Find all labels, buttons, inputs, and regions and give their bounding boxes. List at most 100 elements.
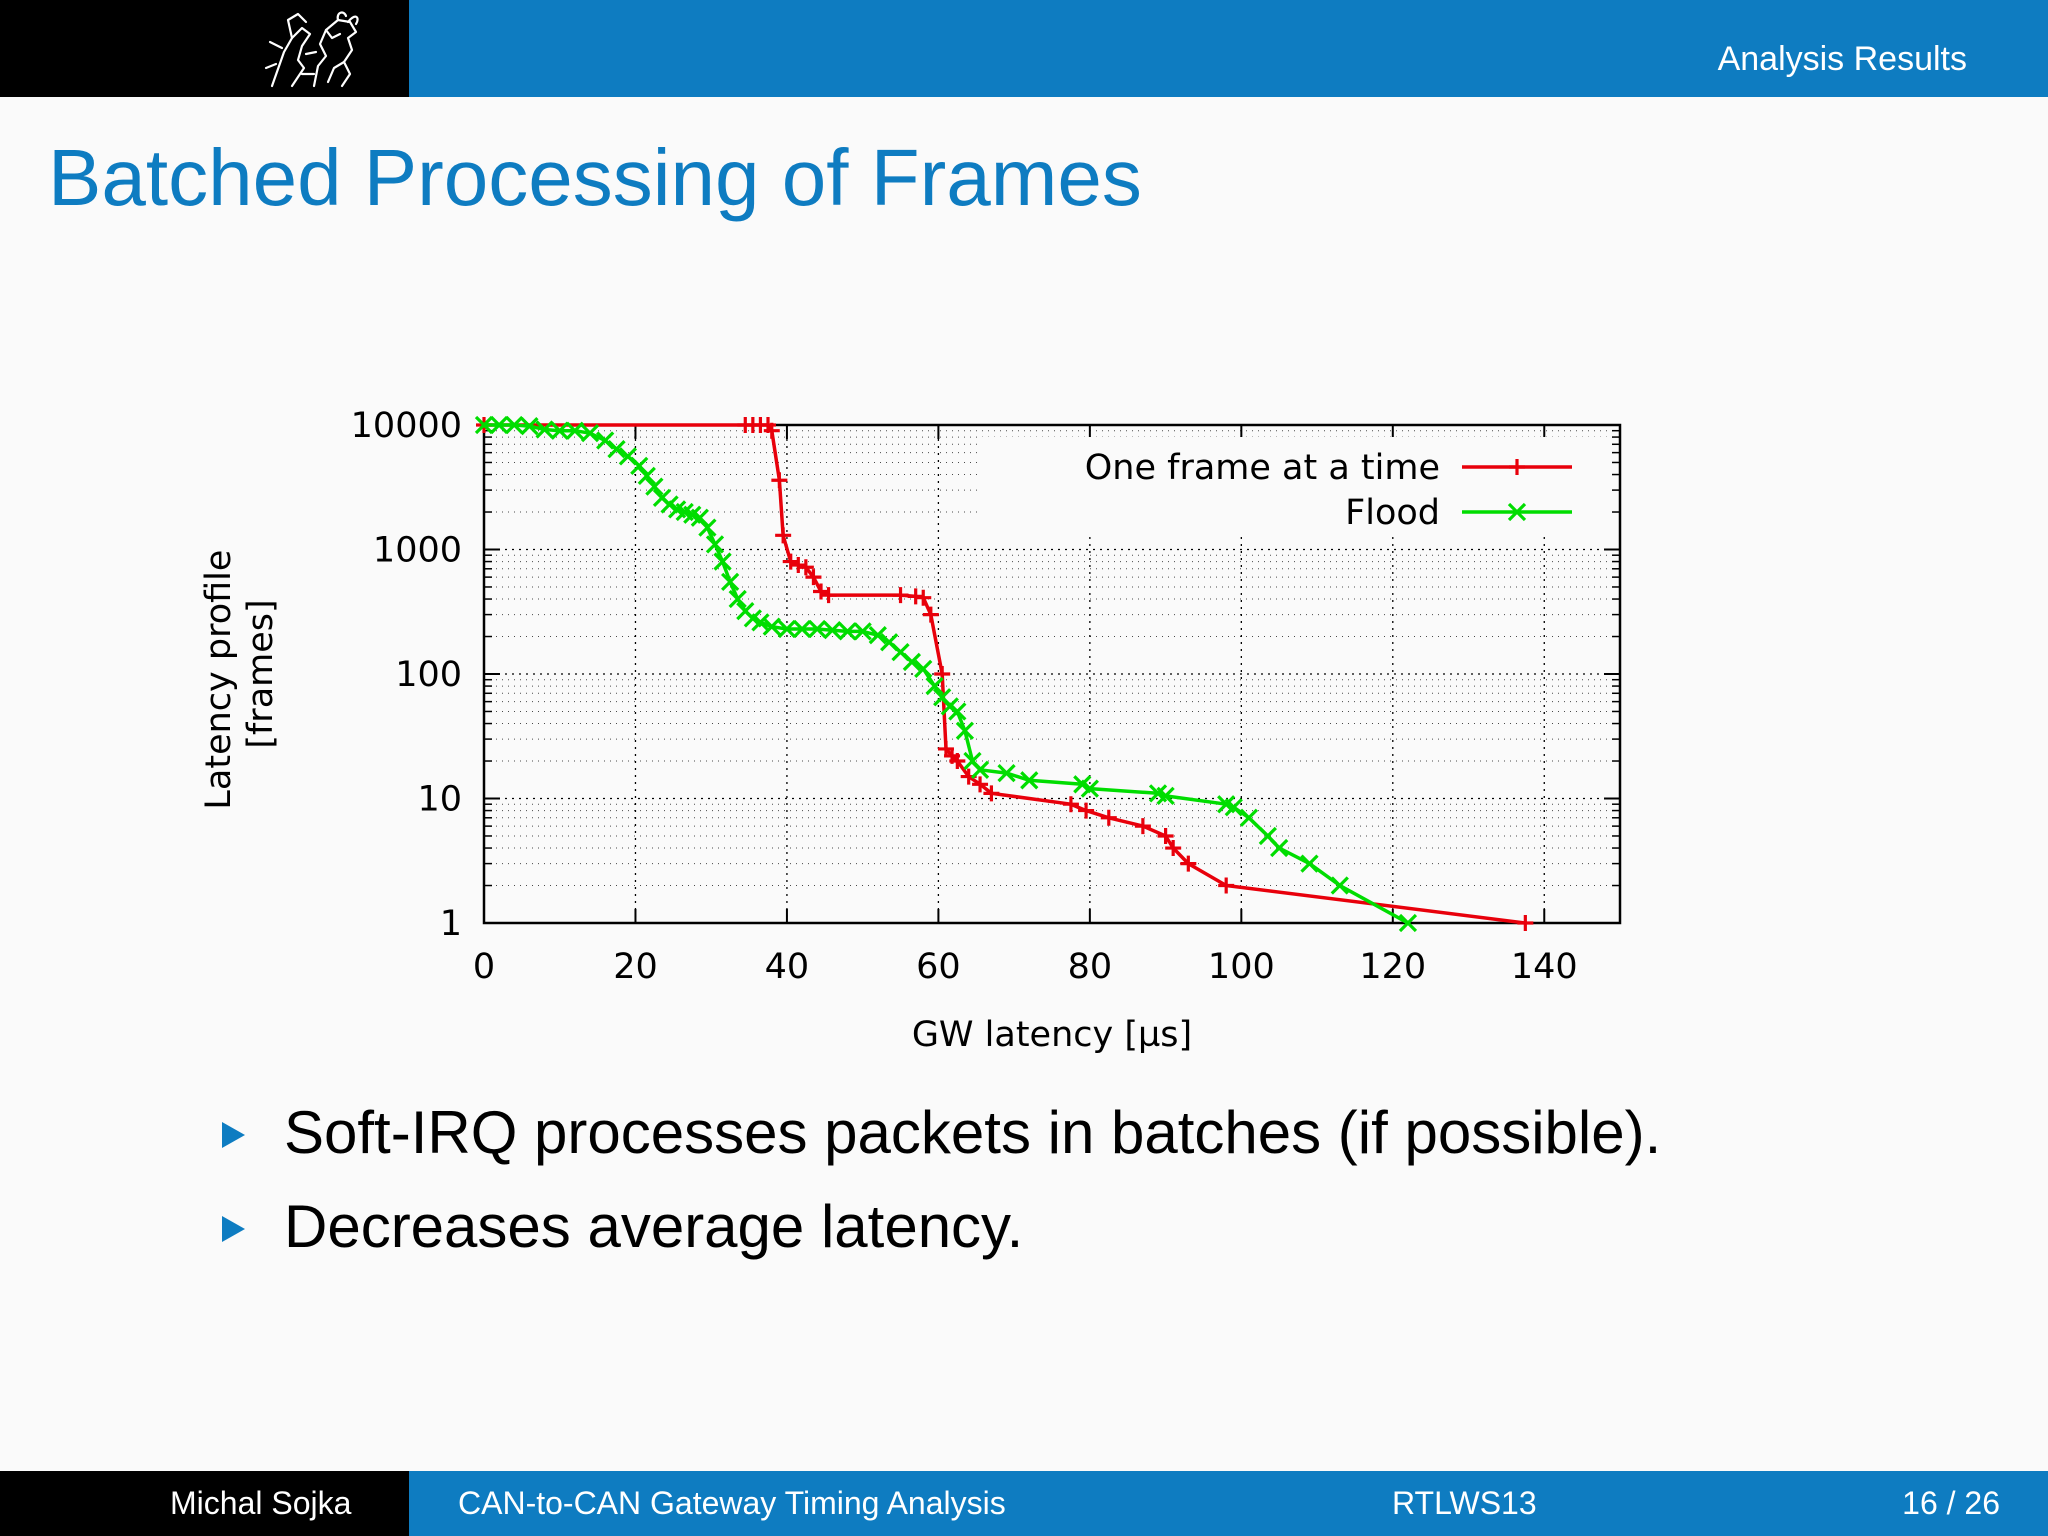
data-point xyxy=(1020,771,1039,790)
data-point xyxy=(997,763,1016,783)
data-point xyxy=(949,753,966,770)
slide-title: Batched Processing of Frames xyxy=(48,133,1142,222)
data-point xyxy=(1078,802,1095,819)
data-point xyxy=(1300,854,1319,873)
data-point xyxy=(630,456,649,475)
x-tick-label: 100 xyxy=(1208,947,1275,987)
bullet-text: Soft-IRQ processes packets in batches (i… xyxy=(284,1099,1662,1166)
data-point xyxy=(550,421,569,440)
series-one-frame-at-a-time xyxy=(476,417,1534,931)
bullet-text: Decreases average latency. xyxy=(284,1193,1024,1260)
x-tick-label: 120 xyxy=(1359,947,1426,987)
data-point xyxy=(771,472,788,489)
legend-label: One frame at a time xyxy=(1085,448,1440,488)
x-axis-label: GW latency [µs] xyxy=(912,1015,1192,1055)
data-point xyxy=(777,619,797,639)
data-point xyxy=(823,621,842,640)
data-point xyxy=(520,416,539,436)
header-bar: Analysis Results xyxy=(0,0,2048,97)
data-point xyxy=(645,477,664,496)
x-tick-label: 60 xyxy=(916,947,961,987)
data-point xyxy=(505,415,524,435)
data-point xyxy=(813,583,830,600)
data-point xyxy=(1180,855,1197,872)
chart-grid xyxy=(484,425,1620,923)
data-point xyxy=(637,466,656,486)
data-point xyxy=(914,659,933,678)
data-point xyxy=(925,676,944,696)
data-point xyxy=(1157,827,1174,844)
data-point xyxy=(580,424,600,443)
data-point xyxy=(782,553,799,570)
y-tick-label: 10 xyxy=(417,780,462,820)
data-point xyxy=(1218,877,1235,894)
data-point xyxy=(1100,809,1117,826)
footer-conference: RTLWS13 xyxy=(1392,1485,1537,1521)
x-tick-label: 0 xyxy=(473,947,495,987)
data-point xyxy=(915,589,932,606)
data-point xyxy=(607,439,626,459)
y-axis-label: Latency profile [frames] xyxy=(199,538,281,809)
footer-page-number: 16 / 26 xyxy=(1902,1485,2000,1521)
data-point xyxy=(690,508,709,527)
data-point xyxy=(1330,876,1349,895)
data-point xyxy=(792,619,812,639)
bullet-item: Soft-IRQ processes packets in batches (i… xyxy=(222,1098,1661,1192)
series-layer xyxy=(474,415,1534,933)
footer-author-box: Michal Sojka xyxy=(0,1471,409,1536)
data-point xyxy=(1239,808,1259,827)
y-axis-label-line-1: Latency profile xyxy=(199,550,239,810)
axis-ticks: 0 20 40 60 80 100 120 140 1 10 100 1000 10000 xyxy=(351,406,1620,987)
data-point xyxy=(762,617,781,636)
data-point xyxy=(705,535,725,554)
data-point xyxy=(948,702,967,721)
data-point xyxy=(970,760,990,779)
legend-marker xyxy=(1507,502,1527,522)
x-tick-label: 80 xyxy=(1068,947,1113,987)
triangle-bullet-icon xyxy=(222,1122,245,1148)
data-point xyxy=(1224,798,1243,817)
data-point xyxy=(1134,818,1151,835)
data-point xyxy=(713,552,732,571)
data-point xyxy=(535,420,554,439)
series-flood xyxy=(474,415,1418,933)
legend-background xyxy=(980,437,1608,537)
data-point xyxy=(1517,915,1534,931)
data-point xyxy=(698,518,717,537)
footer-bar: Michal Sojka CAN-to-CAN Gateway Timing A… xyxy=(0,1471,2048,1536)
y-tick-label: 1 xyxy=(440,904,462,944)
data-point xyxy=(1398,913,1418,933)
data-point xyxy=(775,527,792,544)
data-point xyxy=(820,587,837,604)
data-point xyxy=(868,626,887,645)
footer-talk-title: CAN-to-CAN Gateway Timing Analysis xyxy=(458,1485,1006,1521)
data-point xyxy=(902,652,922,672)
data-point xyxy=(808,619,827,639)
data-point xyxy=(805,569,822,586)
footer-author: Michal Sojka xyxy=(170,1485,352,1521)
section-name: Analysis Results xyxy=(1717,40,1967,78)
data-point xyxy=(721,572,740,591)
data-point xyxy=(565,421,585,440)
data-point xyxy=(596,431,615,450)
y-tick-label: 100 xyxy=(395,655,462,695)
data-point xyxy=(1080,779,1099,798)
data-point xyxy=(1165,840,1182,857)
data-point xyxy=(1270,838,1289,858)
series-line xyxy=(484,423,1526,925)
data-point xyxy=(728,589,747,609)
y-axis-label-line-2: [frames] xyxy=(241,599,281,748)
university-lion-logo xyxy=(264,11,359,88)
x-tick-label: 20 xyxy=(613,947,658,987)
bullet-list: Soft-IRQ processes packets in batches (i… xyxy=(222,1098,1661,1286)
logo-area xyxy=(0,0,409,97)
data-point xyxy=(955,721,975,740)
data-point xyxy=(797,559,814,576)
data-point xyxy=(972,776,989,793)
data-point xyxy=(983,785,1000,802)
data-point xyxy=(892,587,909,604)
latency-chart: 0 20 40 60 80 100 120 140 1 10 100 1000 10000 One fr… xyxy=(199,406,1622,1055)
data-point xyxy=(922,606,939,623)
data-point xyxy=(1156,786,1175,805)
data-point xyxy=(763,422,780,439)
